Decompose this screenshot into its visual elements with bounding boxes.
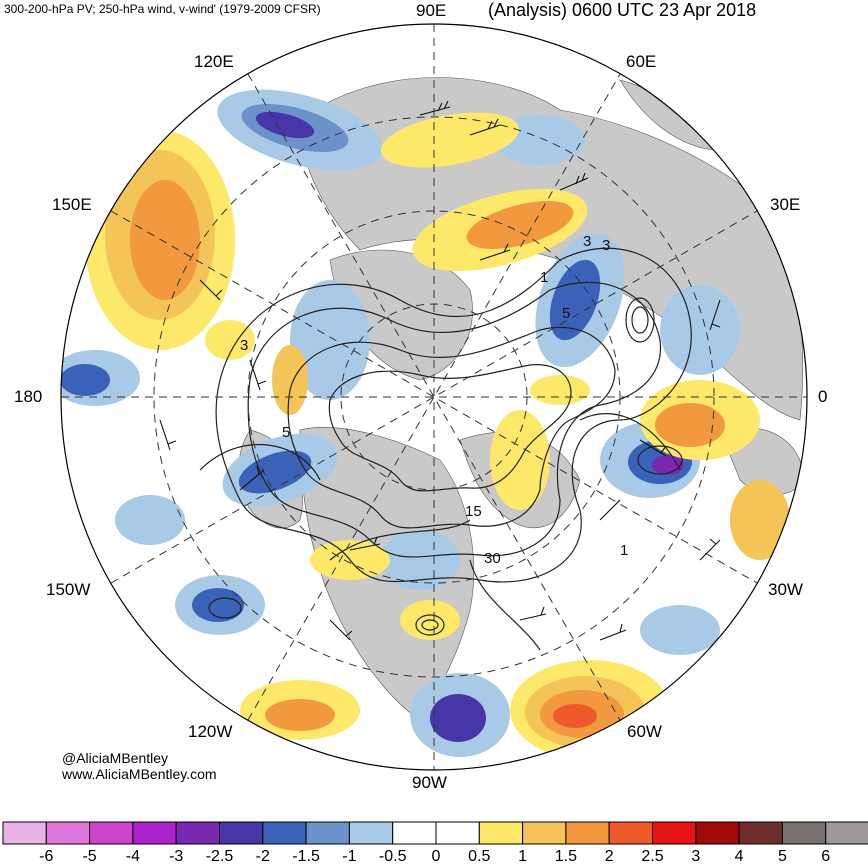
colorbar-swatch	[45, 821, 91, 845]
colorbar	[2, 821, 868, 845]
colorbar-tick-label: -4	[125, 848, 141, 865]
contour-label: 30	[484, 550, 501, 567]
colorbar-swatch	[175, 821, 220, 845]
colorbar-swatch	[478, 821, 524, 845]
graticule	[61, 24, 807, 770]
colorbar-swatch	[2, 821, 47, 845]
colorbar-swatch	[262, 821, 307, 845]
lon-label-90e: 90E	[416, 1, 447, 20]
colorbar-swatch	[608, 821, 654, 845]
contour-label-group: 3 3 5 5 1 1 3 15 30	[240, 233, 628, 567]
colorbar-tick-label: 2.5	[641, 848, 664, 865]
contour-label: 3	[240, 337, 248, 354]
credit-website: www.AliciaMBentley.com	[62, 766, 217, 782]
colorbar-swatch	[132, 821, 177, 845]
lon-label-30e: 30E	[770, 195, 801, 214]
colorbar-tick-label: -6	[39, 848, 54, 865]
colorbar-tick-label: 1.5	[554, 848, 578, 865]
colorbar-swatch	[565, 821, 610, 845]
colorbar-tick-label: 4	[734, 848, 744, 865]
colorbar-tick-label: -0.5	[378, 848, 407, 865]
colorbar-tick-label: 0.5	[468, 848, 491, 865]
colorbar-tick-label: 2	[604, 848, 614, 865]
lon-label-30w: 30W	[768, 580, 803, 599]
contour-label: 3	[602, 237, 610, 254]
lon-label-120w: 120W	[188, 722, 233, 741]
contour-label: 1	[620, 542, 628, 559]
lon-label-60w: 60W	[627, 722, 662, 741]
colorbar-tick-label: 3	[691, 848, 701, 865]
pv-contours	[199, 247, 692, 651]
colorbar-tick-label: 5	[777, 848, 787, 865]
contour-label: 1	[540, 269, 548, 286]
colorbar-swatch	[522, 821, 567, 845]
colorbar-swatch	[219, 821, 264, 845]
contour-label: 15	[465, 503, 482, 520]
colorbar-tick-label: -3	[169, 848, 184, 865]
colorbar-swatch	[825, 821, 868, 845]
map-subtitle: 300-200-hPa PV; 250-hPa wind, v-wind' (1…	[4, 2, 321, 16]
lon-label-180: 180	[14, 387, 43, 406]
colorbar-swatch	[392, 821, 437, 845]
colorbar-swatch	[89, 821, 134, 845]
colorbar-tick-label: -2	[255, 848, 270, 865]
lon-label-60e: 60E	[626, 52, 657, 71]
map-field: 3 3 5 5 1 1 3 15 30	[61, 24, 807, 770]
lon-label-90w: 90W	[412, 773, 447, 792]
colorbar-swatch	[781, 821, 827, 845]
wind-barbs	[159, 100, 721, 641]
colorbar-tick-label: 0	[431, 848, 441, 865]
colorbar-tick-label: -1	[342, 848, 357, 865]
lon-label-150w: 150W	[46, 580, 91, 599]
colorbar-tick-label: 6	[821, 848, 831, 865]
map-boundary	[60, 23, 808, 771]
contour-label: 5	[282, 424, 290, 441]
colorbar-tick-label: -1.5	[292, 848, 320, 865]
colorbar-tick-label: 1	[518, 848, 528, 865]
credit-handle: @AliciaMBentley	[62, 750, 169, 766]
colorbar-tick-label: -5	[82, 848, 97, 865]
colorbar-tick-label: -2.5	[205, 848, 234, 865]
colorbar-swatch	[738, 821, 783, 845]
lon-label-0: 0	[818, 387, 828, 406]
colorbar-swatch	[695, 821, 740, 845]
lon-label-150e: 150E	[52, 195, 92, 214]
contour-label: 5	[562, 305, 570, 322]
colorbar-swatch	[435, 821, 480, 845]
colorbar-swatch	[652, 821, 697, 845]
lon-label-120e: 120E	[194, 52, 234, 71]
contour-label: 3	[583, 233, 591, 250]
colorbar-swatch	[305, 821, 350, 845]
colorbar-swatch	[348, 821, 394, 845]
map-title: (Analysis) 0600 UTC 23 Apr 2018	[488, 0, 757, 20]
